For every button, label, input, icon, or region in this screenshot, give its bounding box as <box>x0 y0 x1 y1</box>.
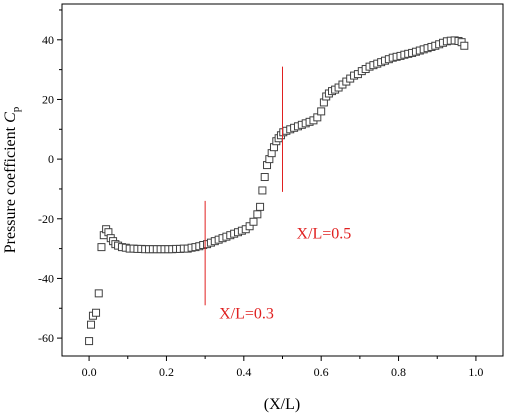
y-tick-label: 20 <box>42 92 54 106</box>
y-tick-label: 0 <box>48 152 54 166</box>
x-axis-ticks: 0.0 0.2 0.4 0.6 0.8 1.0 <box>82 356 483 379</box>
x-axis-title: (X/L) <box>264 396 300 413</box>
data-point <box>258 186 267 195</box>
annotation-label: X/L=0.3 <box>219 305 274 322</box>
data-point <box>85 337 94 346</box>
x-tick-label: 1.0 <box>468 365 483 379</box>
x-tick-label: 0.4 <box>236 365 251 379</box>
y-tick-label: 40 <box>42 33 54 47</box>
x-tick-label: 0.0 <box>82 365 97 379</box>
y-tick-label: -40 <box>38 271 54 285</box>
annotations: X/L=0.3 X/L=0.5 <box>204 66 352 322</box>
data-point <box>260 173 269 182</box>
data-point <box>94 289 103 298</box>
data-point <box>87 320 96 329</box>
data-point <box>460 41 469 50</box>
data-point <box>97 243 106 252</box>
x-tick-label: 0.2 <box>159 365 174 379</box>
x-tick-label: 0.6 <box>314 365 329 379</box>
y-tick-label: -20 <box>38 212 54 226</box>
y-axis-title: Pressure coefficient Cp <box>2 106 22 253</box>
data-point <box>253 210 262 219</box>
data-point <box>249 217 258 226</box>
data-point <box>92 308 101 317</box>
data-points <box>85 36 469 346</box>
y-axis-ticks: -60 -40 -20 0 20 40 <box>38 9 62 345</box>
y-tick-label: -60 <box>38 331 54 345</box>
data-point <box>256 202 265 211</box>
x-tick-label: 0.8 <box>391 365 406 379</box>
annotation-label: X/L=0.5 <box>297 226 352 243</box>
data-point <box>317 107 326 116</box>
